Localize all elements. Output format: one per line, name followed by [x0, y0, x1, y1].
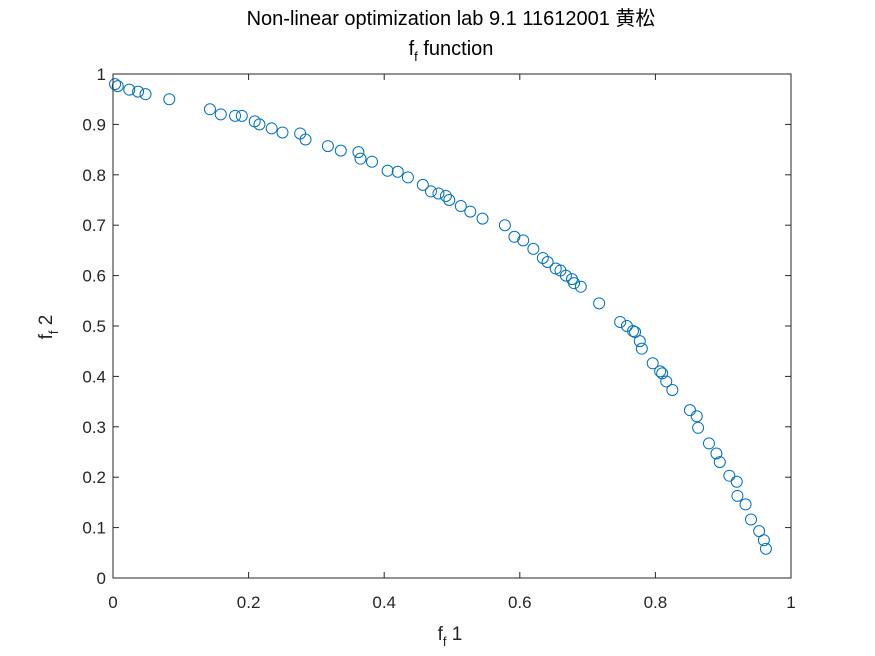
- data-point: [109, 78, 122, 91]
- data-point: [666, 384, 679, 397]
- data-point: [731, 489, 744, 502]
- data-point: [508, 230, 521, 243]
- x-axis-label: ff 1: [438, 624, 463, 649]
- data-point: [723, 469, 736, 482]
- y-tick-label: 0.5: [82, 317, 106, 336]
- y-tick-label: 0.2: [82, 468, 106, 487]
- data-point: [757, 534, 770, 547]
- y-tick-label: 0.3: [82, 418, 106, 437]
- y-tick-label: 0: [97, 569, 106, 588]
- data-point: [660, 375, 673, 388]
- data-point: [391, 165, 404, 178]
- y-tick-label: 0.9: [82, 115, 106, 134]
- data-point: [633, 335, 646, 348]
- y-tick-label: 1: [97, 65, 106, 84]
- data-point: [432, 187, 445, 200]
- data-point: [111, 80, 124, 93]
- plot-frame: [112, 73, 792, 579]
- y-tick-label: 0.4: [82, 367, 106, 386]
- data-point: [163, 93, 176, 106]
- data-point: [498, 219, 511, 232]
- chart-subtitle-main: f: [409, 38, 415, 60]
- x-axis-label-main: f: [438, 624, 444, 645]
- data-point: [439, 189, 452, 202]
- data-point: [235, 109, 248, 122]
- data-point: [683, 404, 696, 417]
- data-point: [517, 234, 530, 247]
- x-tick-label: 1: [786, 593, 795, 612]
- chart-subtitle-sub: f: [414, 49, 418, 64]
- data-point: [710, 447, 723, 460]
- data-point: [739, 498, 752, 511]
- x-axis-label-sub: f: [443, 634, 447, 649]
- data-point: [541, 255, 554, 268]
- data-point: [139, 88, 152, 101]
- data-point: [132, 85, 145, 98]
- data-point: [354, 152, 367, 165]
- data-point: [443, 194, 456, 206]
- data-points: [109, 78, 772, 555]
- y-tick-label: 0.7: [82, 216, 106, 235]
- x-axis-ticks: 0 0.2 0.4 0.6 0.8 1: [108, 74, 796, 612]
- x-tick-label: 0.8: [644, 593, 668, 612]
- data-point: [536, 251, 549, 264]
- data-point: [424, 185, 437, 198]
- data-point: [702, 437, 715, 450]
- data-point: [401, 171, 414, 184]
- x-tick-label: 0.4: [372, 593, 396, 612]
- chart-subtitle: ff function: [409, 38, 494, 64]
- data-point: [614, 315, 627, 328]
- data-point: [476, 212, 489, 225]
- data-point: [527, 242, 540, 255]
- data-point: [730, 475, 743, 488]
- data-point: [229, 109, 242, 122]
- data-point: [635, 342, 648, 355]
- data-point: [559, 269, 572, 282]
- data-point: [299, 133, 312, 146]
- x-tick-label: 0.6: [508, 593, 532, 612]
- data-point: [574, 280, 587, 293]
- y-tick-label: 0.6: [82, 267, 106, 286]
- data-point: [203, 103, 216, 116]
- data-point: [464, 205, 477, 218]
- data-point: [627, 325, 640, 338]
- x-tick-label: 0: [108, 593, 117, 612]
- data-point: [759, 542, 772, 555]
- y-tick-label: 0.8: [82, 166, 106, 185]
- chart-subtitle-rest: function: [418, 38, 494, 60]
- y-axis-label-main: f: [36, 333, 57, 339]
- data-point: [593, 297, 606, 310]
- data-point: [265, 122, 278, 135]
- data-point: [568, 277, 581, 290]
- x-axis-label-rest: 1: [447, 624, 463, 645]
- data-point: [253, 118, 266, 131]
- chart-title: Non-linear optimization lab 9.1 11612001…: [247, 7, 656, 30]
- data-point: [454, 200, 467, 213]
- data-point: [646, 357, 659, 370]
- data-point: [654, 365, 667, 378]
- data-point: [713, 456, 726, 469]
- data-point: [744, 513, 757, 526]
- data-point: [321, 140, 334, 153]
- y-tick-label: 0.1: [82, 519, 106, 538]
- y-axis-label-rest: 2: [36, 315, 57, 331]
- y-axis-label: ff 2: [36, 315, 61, 340]
- data-point: [352, 146, 365, 159]
- data-point: [416, 178, 429, 191]
- y-axis-label-sub: f: [46, 330, 61, 334]
- data-point: [381, 164, 394, 177]
- x-tick-label: 0.2: [237, 593, 261, 612]
- data-point: [692, 421, 705, 434]
- y-axis-ticks: 0 0.1 0.2 0.3 0.4 0.5 0.6 0.7 0.8 0.9 1: [82, 65, 791, 588]
- data-point: [334, 144, 347, 157]
- data-point: [656, 367, 669, 380]
- data-point: [123, 83, 136, 96]
- data-point: [276, 126, 289, 139]
- data-point: [214, 108, 227, 121]
- data-point: [365, 155, 378, 168]
- data-point: [690, 410, 703, 423]
